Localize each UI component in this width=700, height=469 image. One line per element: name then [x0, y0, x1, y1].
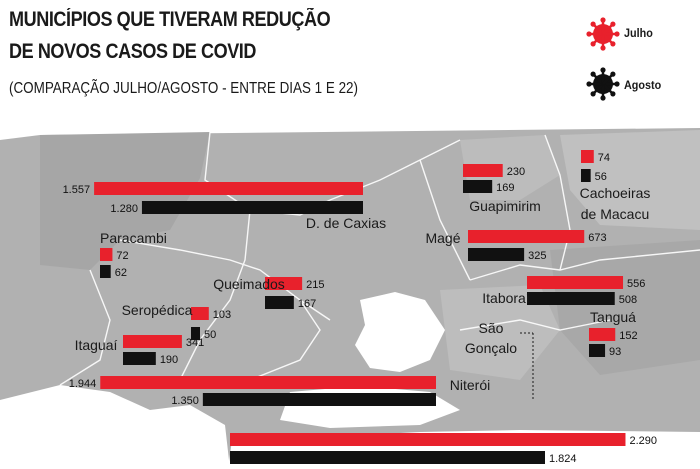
bar-august: [581, 169, 591, 182]
virus-spike-tip: [590, 71, 596, 77]
august-virus-icon: [586, 67, 620, 101]
bar-label-august: 50: [204, 329, 216, 341]
bar-july: [527, 276, 624, 289]
virus-icon: [586, 67, 620, 101]
municipality-name: Itaboraí: [482, 290, 530, 306]
bar-label-july: 556: [627, 278, 645, 290]
virus-spike-tip: [600, 45, 606, 51]
virus-spike-tip: [586, 31, 592, 37]
bar-label-july: 1.557: [63, 184, 91, 196]
virus-spike-tip: [590, 41, 596, 47]
virus-spike-tip: [614, 31, 620, 37]
bar-label-august: 508: [619, 294, 637, 306]
bar-label-august: 56: [595, 171, 607, 183]
bar-july: [100, 376, 436, 389]
chart-title-line-1: MUNICÍPIOS QUE TIVERAM REDUÇÃO: [9, 8, 331, 31]
municipality-name: de Macacu: [581, 206, 649, 222]
virus-spike-tip: [610, 71, 616, 77]
municipality-name: Niterói: [450, 377, 490, 393]
bar-july: [94, 182, 363, 195]
virus-spike-tip: [590, 91, 596, 97]
bar-label-august: 62: [115, 267, 127, 279]
bar-july: [100, 248, 113, 261]
bar-august: [463, 180, 493, 193]
map-region: [560, 130, 700, 230]
bar-july: [265, 277, 303, 290]
virus-spike-tip: [600, 17, 606, 23]
municipality-name: Queimados: [213, 276, 285, 292]
legend-label-august: Agosto: [624, 78, 662, 92]
virus-spike-tip: [600, 67, 606, 73]
virus-spike-tip: [610, 41, 616, 47]
bar-label-august: 190: [160, 354, 178, 366]
july-virus-icon: [586, 17, 620, 51]
municipality-name: Gonçalo: [465, 340, 517, 356]
bar-august: [527, 292, 615, 305]
bar-label-july: 673: [588, 232, 606, 244]
bar-label-august: 1.280: [110, 203, 138, 215]
bar-label-august: 1.824: [549, 453, 577, 465]
chart-title-line-2: DE NOVOS CASOS DE COVID: [9, 40, 257, 63]
bar-label-july: 2.290: [629, 435, 657, 447]
municipality-name: São: [479, 320, 504, 336]
map-region: [40, 132, 210, 270]
municipality-name: Tanguá: [590, 309, 636, 325]
bar-august: [230, 451, 546, 464]
bar-august: [100, 265, 111, 278]
bar-july: [463, 164, 503, 177]
bar-july: [191, 307, 209, 320]
bar-label-august: 325: [528, 250, 546, 262]
map-region: [440, 285, 560, 380]
bar-july: [581, 150, 594, 163]
bar-label-august: 93: [609, 346, 621, 358]
bar-label-july: 72: [116, 250, 128, 262]
map-region: [550, 240, 700, 375]
municipality-name: Cachoeiras: [580, 185, 651, 201]
virus-spike-tip: [610, 21, 616, 27]
bar-label-july: 215: [306, 279, 324, 291]
municipality-name: Seropédica: [122, 302, 193, 318]
bar-july: [230, 433, 626, 446]
ocean: [0, 385, 230, 469]
municipality-name: Guapimirim: [469, 198, 541, 214]
bar-august: [589, 344, 606, 357]
virus-icon: [586, 17, 620, 51]
bar-august: [265, 296, 294, 309]
bar-august: [123, 352, 156, 365]
municipality-name: Itaguaí: [75, 337, 118, 353]
bay-water: [355, 292, 445, 372]
bar-label-july: 230: [507, 166, 525, 178]
bar-august: [141, 201, 363, 214]
municipality-name: D. de Caxias: [306, 215, 386, 231]
bar-august: [202, 393, 436, 406]
bar-label-july: 1.944: [69, 378, 97, 390]
virus-spike-tip: [590, 21, 596, 27]
legend-label-july: Julho: [624, 26, 653, 40]
bar-july: [589, 328, 616, 341]
bar-label-july: 74: [598, 152, 610, 164]
bar-july: [468, 230, 585, 243]
bar-label-august: 1.350: [171, 395, 199, 407]
virus-spike-tip: [586, 81, 592, 87]
bar-august: [191, 327, 200, 340]
bar-label-august: 169: [496, 182, 514, 194]
bar-label-july: 341: [186, 337, 204, 349]
virus-spike-tip: [610, 91, 616, 97]
chart-subtitle: (COMPARAÇÃO JULHO/AGOSTO - ENTRE DIAS 1 …: [9, 80, 359, 97]
virus-spike-tip: [614, 81, 620, 87]
header-panel: MUNICÍPIOS QUE TIVERAM REDUÇÃO DE NOVOS …: [0, 0, 700, 128]
bar-august: [468, 248, 525, 261]
bar-label-july: 152: [619, 330, 637, 342]
bar-label-july: 103: [213, 309, 231, 321]
bar-july: [123, 335, 182, 348]
municipality-name: Magé: [425, 230, 460, 246]
municipality-name: Paracambi: [100, 230, 167, 246]
bar-label-august: 167: [298, 298, 316, 310]
virus-spike-tip: [600, 95, 606, 101]
